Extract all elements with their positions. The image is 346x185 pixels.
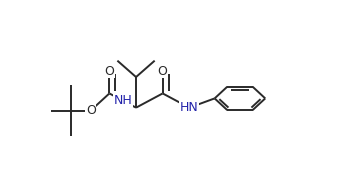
Text: O: O (158, 65, 167, 78)
Text: O: O (86, 104, 96, 117)
Text: HN: HN (180, 101, 199, 114)
Text: O: O (104, 65, 114, 78)
Text: NH: NH (113, 94, 132, 107)
